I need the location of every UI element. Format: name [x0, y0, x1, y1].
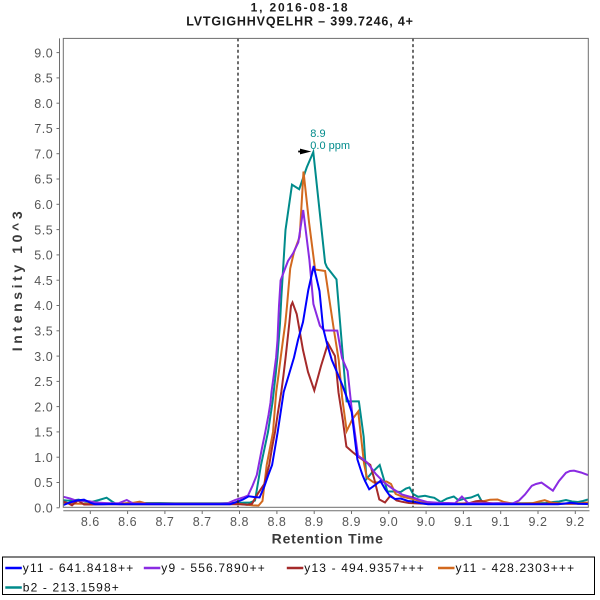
svg-text:7.0: 7.0	[34, 147, 53, 161]
svg-text:2.0: 2.0	[34, 400, 53, 414]
svg-text:4.0: 4.0	[34, 299, 53, 313]
svg-text:y11 - 641.8418++: y11 - 641.8418++	[23, 561, 135, 575]
svg-text:8.7: 8.7	[193, 515, 212, 529]
svg-text:b2 - 213.1598+: b2 - 213.1598+	[23, 581, 120, 595]
svg-text:9.1: 9.1	[491, 515, 510, 529]
svg-text:9.0: 9.0	[34, 46, 53, 60]
svg-text:1.0: 1.0	[34, 451, 53, 465]
svg-text:4.5: 4.5	[34, 274, 53, 288]
svg-text:8.8: 8.8	[230, 515, 249, 529]
svg-text:8.5: 8.5	[34, 72, 53, 86]
svg-text:1, 2016-08-18: 1, 2016-08-18	[251, 1, 350, 15]
svg-text:9.2: 9.2	[529, 515, 548, 529]
svg-text:3.0: 3.0	[34, 350, 53, 364]
svg-text:9.2: 9.2	[566, 515, 585, 529]
svg-text:Retention Time: Retention Time	[272, 530, 384, 546]
svg-text:7.5: 7.5	[34, 122, 53, 136]
svg-text:8.7: 8.7	[155, 515, 174, 529]
svg-text:8.9: 8.9	[305, 515, 324, 529]
svg-text:y9 - 556.7890++: y9 - 556.7890++	[161, 561, 266, 575]
svg-text:9.0: 9.0	[379, 515, 398, 529]
svg-text:8.9: 8.9	[342, 515, 361, 529]
svg-text:LVTGIGHHVQELHR – 399.7246, 4+: LVTGIGHHVQELHR – 399.7246, 4+	[186, 15, 414, 29]
svg-text:8.6: 8.6	[118, 515, 137, 529]
svg-text:y13 - 494.9357+++: y13 - 494.9357+++	[304, 561, 425, 575]
svg-text:1.5: 1.5	[34, 426, 53, 440]
svg-text:8.8: 8.8	[267, 515, 286, 529]
svg-text:9.1: 9.1	[454, 515, 473, 529]
svg-text:8.0: 8.0	[34, 97, 53, 111]
svg-text:6.5: 6.5	[34, 173, 53, 187]
svg-text:0.0: 0.0	[34, 502, 53, 516]
svg-text:y11 - 428.2303+++: y11 - 428.2303+++	[456, 561, 576, 575]
svg-text:3.5: 3.5	[34, 325, 53, 339]
svg-text:2.5: 2.5	[34, 375, 53, 389]
svg-text:5.0: 5.0	[34, 249, 53, 263]
svg-text:5.5: 5.5	[34, 223, 53, 237]
svg-text:0.0 ppm: 0.0 ppm	[310, 140, 350, 152]
svg-text:9.0: 9.0	[417, 515, 436, 529]
svg-text:6.0: 6.0	[34, 198, 53, 212]
svg-text:Intensity 10^3: Intensity 10^3	[9, 208, 25, 351]
svg-text:0.5: 0.5	[34, 476, 53, 490]
svg-text:8.6: 8.6	[81, 515, 100, 529]
svg-text:8.9: 8.9	[310, 128, 325, 140]
